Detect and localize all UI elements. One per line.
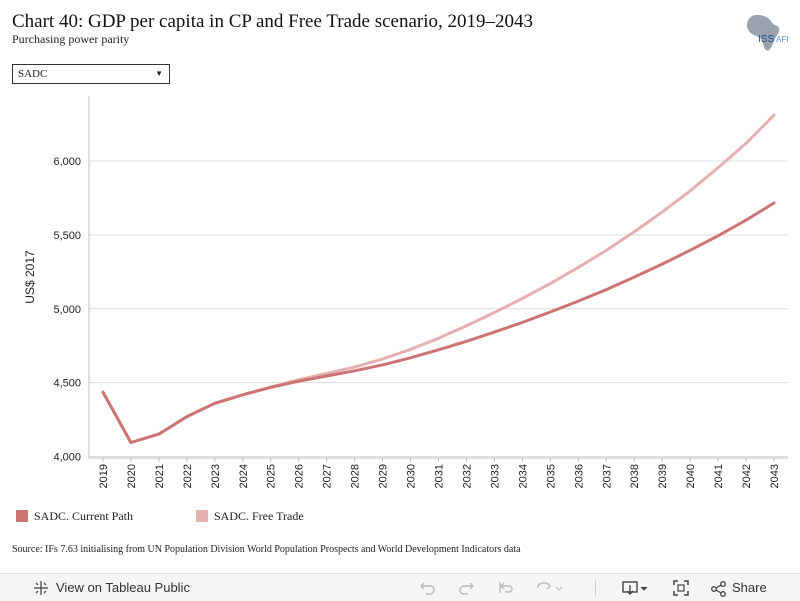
x-tick-label: 2019: [98, 464, 110, 488]
x-tick-label: 2033: [489, 464, 501, 488]
toolbar-divider: [595, 580, 596, 596]
x-tick-label: 2030: [406, 464, 418, 488]
fullscreen-icon[interactable]: [672, 579, 690, 597]
x-tick-label: 2040: [685, 464, 697, 488]
x-tick-label: 2037: [601, 464, 613, 488]
share-label: Share: [732, 580, 767, 595]
x-tick-label: 2024: [238, 464, 250, 488]
gdp-line-chart: 4,000 4,500 5,000 5,500 6,000 US$ 2017 2019 202…: [23, 96, 788, 488]
y-tick-label: 4,500: [53, 378, 81, 390]
y-axis-label: US$ 2017: [23, 250, 37, 304]
logo-text-suffix: AFI: [776, 35, 788, 44]
region-filter-dropdown[interactable]: SADC ▼: [12, 64, 170, 84]
x-tick-label: 2041: [713, 464, 725, 488]
x-tick-label: 2023: [210, 464, 222, 488]
region-filter-value: SADC: [18, 68, 48, 80]
x-tick-label: 2026: [294, 464, 306, 488]
tableau-toolbar: View on Tableau Public Share: [0, 573, 800, 601]
iss-logo: ISS AFI: [738, 12, 794, 54]
x-tick-label: 2038: [629, 464, 641, 488]
x-tick-label: 2042: [741, 464, 753, 488]
x-tick-label: 2021: [154, 464, 166, 488]
x-tick-label: 2022: [182, 464, 194, 488]
refresh-icon[interactable]: [535, 579, 565, 597]
y-tick-label: 5,000: [53, 304, 81, 316]
dropdown-caret-icon: ▼: [155, 69, 163, 78]
legend-label-free-trade: SADC. Free Trade: [214, 509, 304, 523]
y-tick-label: 5,500: [53, 230, 81, 242]
legend-swatch-current-path: [16, 510, 28, 522]
undo-icon[interactable]: [419, 579, 437, 597]
revert-icon[interactable]: [497, 579, 515, 597]
tableau-icon: [34, 581, 48, 595]
series-line-current-path: [101, 201, 776, 444]
x-tick-label: 2027: [322, 464, 334, 488]
series-line-free-trade: [101, 113, 776, 444]
x-tick-label: 2028: [350, 464, 362, 488]
x-tick-label: 2043: [769, 464, 781, 488]
y-tick-label: 6,000: [53, 156, 81, 168]
x-tick-label: 2029: [378, 464, 390, 488]
redo-icon[interactable]: [457, 579, 475, 597]
legend-label-current-path: SADC. Current Path: [34, 509, 133, 523]
africa-map-icon: ISS AFI: [747, 14, 788, 51]
x-tick-label: 2025: [266, 464, 278, 488]
x-tick-label: 2020: [126, 464, 138, 488]
x-tick-label: 2034: [517, 464, 529, 488]
logo-text: ISS: [758, 34, 774, 45]
x-tick-label: 2032: [461, 464, 473, 488]
x-tick-label: 2036: [573, 464, 585, 488]
x-tick-label: 2031: [434, 464, 446, 488]
x-tick-label: 2035: [545, 464, 557, 488]
chart-title: Chart 40: GDP per capita in CP and Free …: [12, 11, 534, 32]
legend-swatch-free-trade: [196, 510, 208, 522]
chart-subtitle: Purchasing power parity: [12, 32, 130, 46]
source-note: Source: IFs 7.63 initialising from UN Po…: [12, 544, 521, 555]
download-icon[interactable]: [621, 579, 651, 597]
y-tick-label: 4,000: [53, 452, 81, 464]
view-on-tableau-label: View on Tableau Public: [56, 580, 190, 595]
share-icon: [711, 581, 726, 597]
x-tick-label: 2039: [657, 464, 669, 488]
